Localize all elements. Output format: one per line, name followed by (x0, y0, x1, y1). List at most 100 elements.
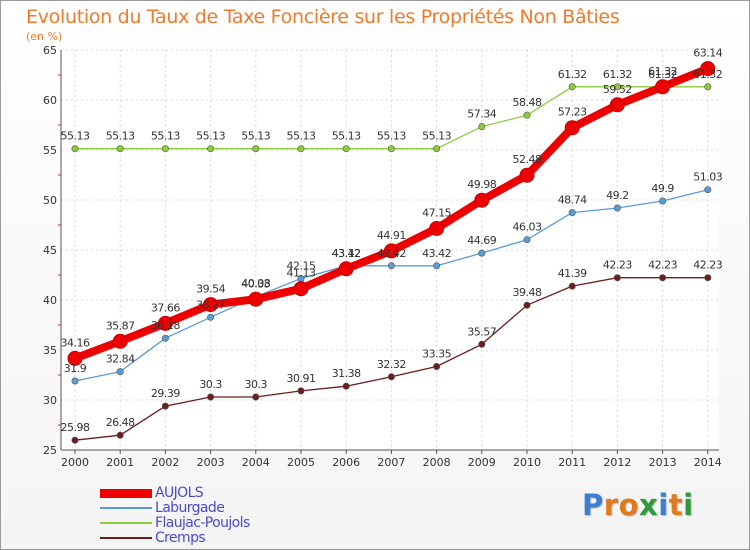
legend-label-cremps: Cremps (155, 530, 206, 546)
data-point-cremps (478, 340, 486, 348)
x-tick-label: 2014 (694, 456, 722, 469)
data-label-flaujac-poujols: 55.13 (287, 130, 316, 143)
data-label-laburgade: 36.18 (151, 319, 180, 332)
data-point-cremps (342, 382, 350, 390)
data-point-laburgade (568, 209, 576, 217)
x-tick-label: 2006 (332, 456, 360, 469)
data-point-laburgade (207, 313, 215, 321)
data-label-cremps: 39.48 (513, 286, 542, 299)
data-point-cremps (71, 436, 79, 444)
data-label-aujols: 43.12 (332, 247, 361, 260)
data-point-aujols (293, 281, 309, 297)
data-point-cremps (116, 431, 124, 439)
logo-letter: x (639, 488, 659, 522)
data-label-aujols: 41.13 (287, 267, 316, 280)
x-tick-label: 2011 (558, 456, 586, 469)
data-point-cremps (297, 387, 305, 395)
logo-letter: o (618, 488, 640, 522)
data-point-cremps (613, 274, 621, 282)
legend-swatch-laburgade (100, 507, 152, 509)
legend-swatch-cremps (100, 537, 152, 539)
x-tick-label: 2009 (468, 456, 496, 469)
data-point-cremps (387, 373, 395, 381)
logo-letter: P (582, 488, 604, 522)
data-label-laburgade: 32.84 (106, 353, 135, 366)
data-label-aujols: 49.98 (467, 178, 496, 191)
data-point-laburgade (478, 249, 486, 257)
data-label-cremps: 42.23 (693, 259, 722, 272)
data-label-aujols: 57.23 (558, 106, 587, 119)
data-label-laburgade: 48.74 (558, 194, 587, 207)
data-label-laburgade: 51.03 (693, 171, 722, 184)
data-point-cremps (161, 402, 169, 410)
data-label-cremps: 35.57 (467, 325, 496, 338)
data-point-flaujac-poujols (523, 111, 531, 119)
x-tick-label: 2007 (377, 456, 405, 469)
data-point-aujols (519, 167, 535, 183)
data-point-aujols (609, 97, 625, 113)
data-label-flaujac-poujols: 55.13 (422, 130, 451, 143)
logo-letter: i (683, 488, 694, 522)
data-point-aujols (474, 192, 490, 208)
x-tick-label: 2008 (423, 456, 451, 469)
data-label-flaujac-poujols: 55.13 (61, 130, 90, 143)
data-point-laburgade (659, 197, 667, 205)
legend-label-laburgade: Laburgade (155, 500, 225, 516)
data-label-flaujac-poujols: 55.13 (151, 130, 180, 143)
x-tick-label: 2000 (61, 456, 89, 469)
data-point-aujols (67, 350, 83, 366)
data-label-laburgade: 38.27 (196, 298, 225, 311)
x-tick-label: 2001 (106, 456, 134, 469)
data-point-flaujac-poujols (568, 83, 576, 91)
data-point-flaujac-poujols (252, 145, 260, 153)
legend-label-aujols: AUJOLS (155, 485, 204, 501)
data-point-aujols (655, 79, 671, 95)
data-label-flaujac-poujols: 55.13 (332, 130, 361, 143)
logo-letter: i (658, 488, 669, 522)
x-tick-label: 2005 (287, 456, 315, 469)
data-point-laburgade (433, 262, 441, 270)
data-label-laburgade: 44.69 (467, 234, 496, 247)
data-label-cremps: 41.39 (558, 267, 587, 280)
data-point-aujols (112, 333, 128, 349)
data-label-flaujac-poujols: 61.32 (648, 68, 677, 81)
data-label-flaujac-poujols: 55.13 (196, 130, 225, 143)
data-label-aujols: 61.32 (648, 65, 677, 78)
data-label-flaujac-poujols: 61.32 (558, 68, 587, 81)
data-point-laburgade (523, 236, 531, 244)
data-label-flaujac-poujols: 61.32 (603, 68, 632, 81)
data-label-cremps: 30.91 (287, 372, 316, 385)
data-point-cremps (252, 393, 260, 401)
x-tick-label: 2012 (603, 456, 631, 469)
y-tick-label: 55 (43, 144, 57, 157)
x-tick-label: 2004 (242, 456, 270, 469)
data-point-flaujac-poujols (207, 145, 215, 153)
y-axis-unit: (en %) (26, 30, 63, 43)
data-label-aujols: 35.87 (106, 319, 135, 332)
chart-title: Evolution du Taux de Taxe Foncière sur l… (26, 6, 620, 28)
data-point-laburgade (613, 204, 621, 212)
data-label-laburgade: 43.42 (332, 247, 361, 260)
proxiti-logo: Proxiti (582, 488, 694, 522)
logo-letter: t (668, 488, 684, 522)
y-tick-label: 25 (43, 444, 57, 457)
data-label-flaujac-poujols: 57.34 (467, 108, 496, 121)
y-tick-label: 40 (43, 294, 57, 307)
data-label-laburgade: 49.9 (651, 182, 674, 195)
legend-swatch-aujols (100, 489, 152, 498)
data-label-cremps: 29.39 (151, 387, 180, 400)
y-tick-label: 30 (43, 394, 57, 407)
data-label-flaujac-poujols: 55.13 (106, 130, 135, 143)
legend-swatch-flaujac-poujols (100, 522, 152, 524)
data-label-cremps: 42.23 (603, 259, 632, 272)
data-label-cremps: 25.98 (61, 421, 90, 434)
data-point-aujols (383, 243, 399, 259)
data-point-aujols (248, 291, 264, 307)
data-point-laburgade (116, 368, 124, 376)
data-point-cremps (207, 393, 215, 401)
data-label-cremps: 32.32 (377, 358, 406, 371)
data-point-flaujac-poujols (478, 123, 486, 131)
data-label-aujols: 37.66 (151, 301, 180, 314)
data-point-flaujac-poujols (71, 145, 79, 153)
data-point-aujols (429, 221, 445, 236)
